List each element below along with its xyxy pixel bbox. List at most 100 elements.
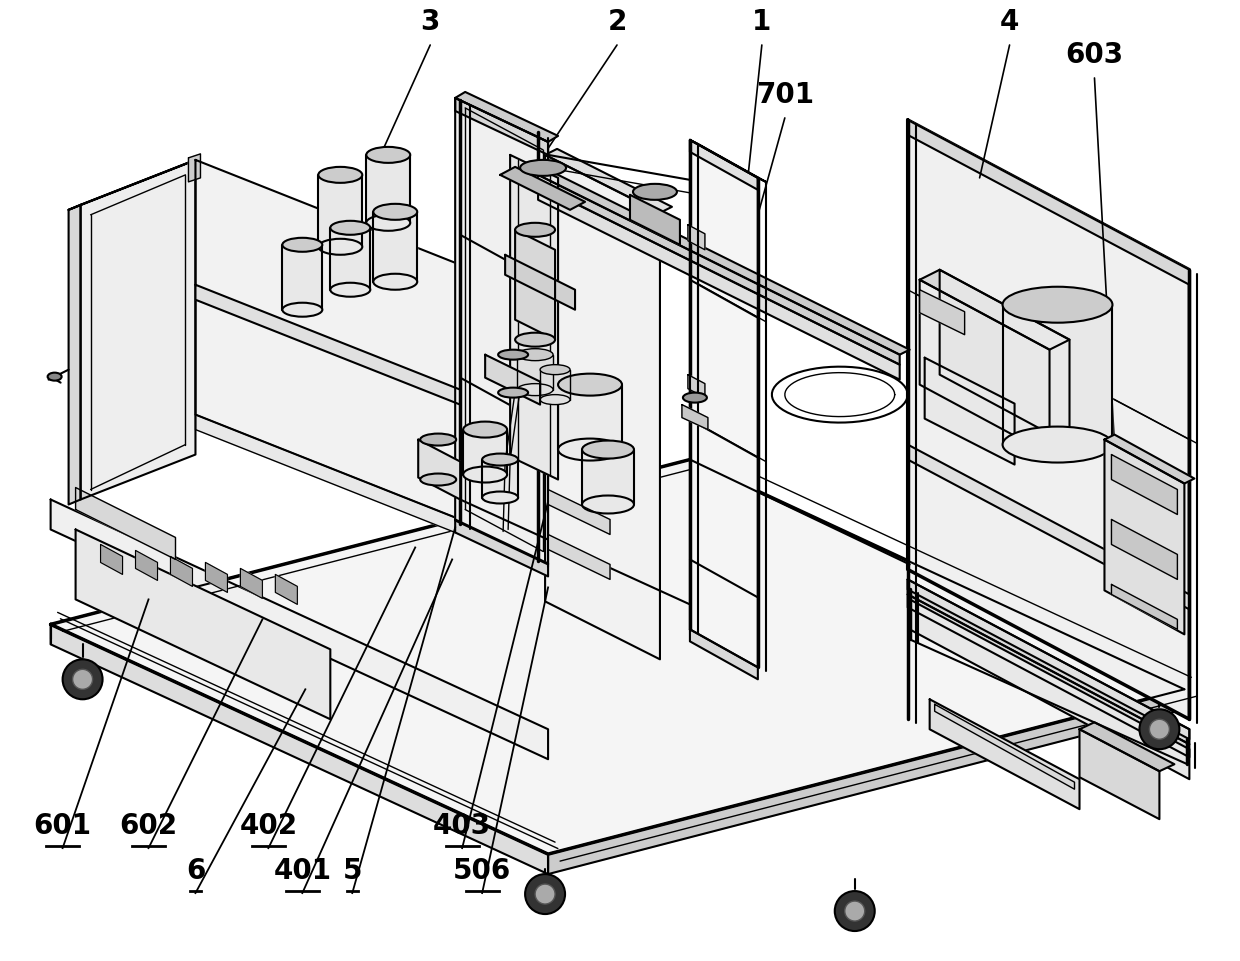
Polygon shape bbox=[1111, 456, 1178, 515]
Polygon shape bbox=[319, 176, 362, 248]
Ellipse shape bbox=[366, 148, 410, 163]
Ellipse shape bbox=[73, 670, 93, 690]
Ellipse shape bbox=[482, 455, 518, 466]
Ellipse shape bbox=[558, 439, 622, 461]
Polygon shape bbox=[908, 121, 1189, 720]
Polygon shape bbox=[1080, 729, 1159, 820]
Ellipse shape bbox=[541, 395, 570, 406]
Polygon shape bbox=[925, 358, 1014, 465]
Polygon shape bbox=[546, 150, 672, 213]
Polygon shape bbox=[500, 167, 585, 210]
Polygon shape bbox=[1105, 440, 1184, 634]
Ellipse shape bbox=[515, 333, 556, 347]
Polygon shape bbox=[135, 551, 157, 580]
Polygon shape bbox=[920, 270, 1070, 351]
Text: 701: 701 bbox=[756, 81, 813, 109]
Polygon shape bbox=[76, 530, 330, 720]
Ellipse shape bbox=[420, 434, 456, 446]
Ellipse shape bbox=[683, 393, 707, 404]
Polygon shape bbox=[920, 290, 965, 335]
Ellipse shape bbox=[582, 496, 634, 514]
Ellipse shape bbox=[330, 283, 371, 297]
Text: 601: 601 bbox=[33, 811, 92, 839]
Polygon shape bbox=[538, 171, 910, 356]
Polygon shape bbox=[373, 212, 417, 283]
Polygon shape bbox=[366, 156, 410, 224]
Polygon shape bbox=[51, 625, 548, 875]
Ellipse shape bbox=[319, 239, 362, 256]
Polygon shape bbox=[455, 93, 558, 143]
Polygon shape bbox=[76, 488, 176, 560]
Text: 4: 4 bbox=[999, 8, 1019, 36]
Polygon shape bbox=[538, 176, 900, 365]
Text: 403: 403 bbox=[433, 811, 491, 839]
Polygon shape bbox=[908, 595, 1189, 757]
Ellipse shape bbox=[330, 222, 371, 235]
Ellipse shape bbox=[373, 275, 417, 290]
Ellipse shape bbox=[835, 891, 874, 931]
Polygon shape bbox=[1080, 723, 1174, 772]
Text: 402: 402 bbox=[239, 811, 298, 839]
Polygon shape bbox=[940, 270, 1070, 445]
Polygon shape bbox=[908, 121, 1189, 285]
Polygon shape bbox=[517, 356, 553, 390]
Polygon shape bbox=[485, 356, 541, 406]
Polygon shape bbox=[283, 245, 322, 310]
Polygon shape bbox=[920, 281, 1049, 456]
Polygon shape bbox=[241, 569, 263, 599]
Ellipse shape bbox=[1149, 720, 1169, 739]
Polygon shape bbox=[68, 160, 196, 210]
Ellipse shape bbox=[366, 215, 410, 232]
Polygon shape bbox=[515, 231, 556, 340]
Text: 401: 401 bbox=[273, 856, 331, 884]
Text: 603: 603 bbox=[1065, 41, 1123, 69]
Ellipse shape bbox=[520, 160, 565, 177]
Polygon shape bbox=[689, 140, 766, 183]
Ellipse shape bbox=[1140, 709, 1179, 750]
Ellipse shape bbox=[525, 875, 565, 914]
Ellipse shape bbox=[1003, 287, 1112, 323]
Ellipse shape bbox=[541, 365, 570, 375]
Ellipse shape bbox=[62, 659, 103, 700]
Polygon shape bbox=[418, 440, 460, 500]
Polygon shape bbox=[930, 700, 1080, 809]
Text: 3: 3 bbox=[420, 8, 440, 36]
Polygon shape bbox=[1111, 520, 1178, 579]
Ellipse shape bbox=[482, 492, 518, 504]
Ellipse shape bbox=[582, 441, 634, 459]
Polygon shape bbox=[51, 500, 548, 759]
Ellipse shape bbox=[517, 349, 553, 361]
Polygon shape bbox=[330, 229, 371, 290]
Polygon shape bbox=[1111, 585, 1178, 629]
Text: 6: 6 bbox=[186, 856, 205, 884]
Polygon shape bbox=[81, 160, 196, 500]
Ellipse shape bbox=[319, 167, 362, 184]
Polygon shape bbox=[510, 156, 558, 480]
Ellipse shape bbox=[283, 304, 322, 317]
Polygon shape bbox=[688, 226, 704, 251]
Ellipse shape bbox=[420, 474, 456, 486]
Polygon shape bbox=[206, 563, 227, 593]
Polygon shape bbox=[630, 196, 680, 245]
Polygon shape bbox=[689, 629, 758, 679]
Polygon shape bbox=[455, 520, 548, 577]
Polygon shape bbox=[908, 579, 1189, 745]
Ellipse shape bbox=[632, 185, 677, 201]
Polygon shape bbox=[541, 370, 570, 400]
Ellipse shape bbox=[844, 901, 864, 921]
Text: 1: 1 bbox=[753, 8, 771, 36]
Polygon shape bbox=[68, 206, 81, 505]
Polygon shape bbox=[689, 140, 758, 668]
Polygon shape bbox=[548, 490, 610, 535]
Ellipse shape bbox=[498, 388, 528, 398]
Polygon shape bbox=[1003, 306, 1112, 445]
Polygon shape bbox=[455, 99, 548, 565]
Ellipse shape bbox=[558, 374, 622, 396]
Polygon shape bbox=[455, 99, 548, 156]
Polygon shape bbox=[582, 450, 634, 505]
Polygon shape bbox=[548, 690, 1184, 875]
Polygon shape bbox=[505, 256, 575, 310]
Polygon shape bbox=[682, 406, 708, 431]
Polygon shape bbox=[546, 156, 660, 659]
Text: 602: 602 bbox=[119, 811, 177, 839]
